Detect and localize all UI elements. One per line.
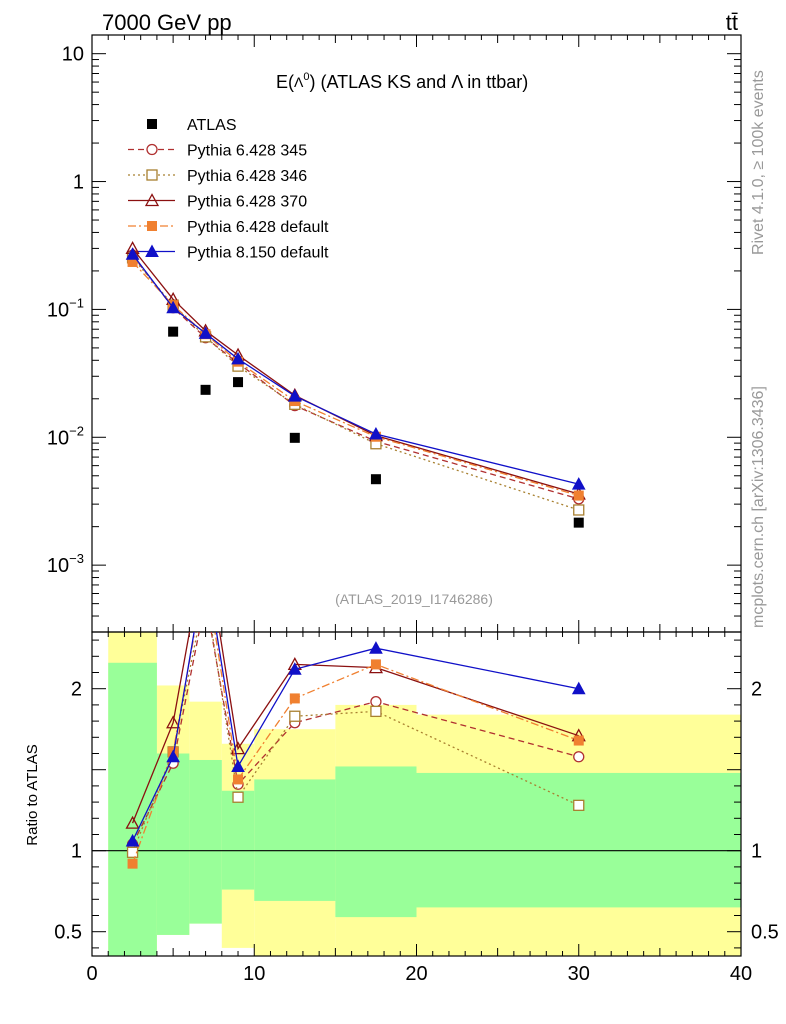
ratio-y-tick-label-right: 0.5 (751, 922, 779, 944)
legend-label: Pythia 6.428 370 (187, 194, 307, 211)
ratio-point-pythia-6-428-345 (201, 595, 211, 605)
ratio-point-pythia-8-150-default (369, 641, 383, 654)
band-green-6 (416, 772, 741, 908)
x-tick-label: 20 (405, 963, 427, 985)
x-tick-label: 10 (243, 963, 265, 985)
main-y-tick-label: 10−3 (47, 551, 84, 577)
ratio-point-pythia-6-428-370 (166, 715, 181, 729)
rivet-label: Rivet 4.1.0, ≥ 100k events (750, 70, 767, 255)
point-pythia-8-150-default (231, 351, 245, 365)
ratio-point-pythia-8-150-default (571, 681, 586, 695)
legend-label: Pythia 6.428 345 (187, 143, 307, 160)
legend-marker (144, 193, 160, 207)
series-line-pythia-6-428-default (132, 261, 579, 497)
ratio-y-tick-label-right: 1 (751, 841, 762, 863)
ratio-point-pythia-6-428-346 (289, 710, 301, 722)
point-pythia-8-150-default (369, 426, 383, 440)
point-pythia-8-150-default (166, 300, 180, 314)
ratio-y-tick-label: 0.5 (54, 922, 82, 944)
main-y-tick-label: 1 (73, 172, 84, 194)
ratio-point-pythia-6-428-default (289, 693, 300, 704)
ratio-point-pythia-6-428-default (370, 659, 381, 670)
ratio-uncertainty-bands (108, 632, 741, 956)
ratio-y-tick-label-right: 2 (751, 679, 762, 701)
point-atlas (289, 432, 300, 443)
x-tick-label: 0 (86, 963, 97, 985)
band-green-4 (254, 779, 336, 901)
point-pythia-8-150-default (125, 247, 140, 260)
process-label: tt̄ (726, 10, 738, 35)
point-pythia-6-428-default (573, 490, 584, 501)
ratio-point-pythia-8-150-default (166, 749, 180, 763)
point-atlas (573, 517, 584, 528)
x-tick-label: 30 (568, 963, 590, 985)
series-line-pythia-6-428-345 (132, 254, 579, 500)
ratio-point-pythia-6-428-345 (573, 751, 585, 763)
ratio-panel-series (125, 537, 586, 869)
chart-title: E(Λ0) (ATLAS KS and Λ in ttbar) (276, 71, 528, 92)
ratio-point-pythia-8-150-default (231, 759, 245, 772)
point-atlas (168, 326, 179, 337)
point-atlas (370, 474, 381, 485)
legend-marker (147, 119, 157, 129)
main-y-tick-label: 10−2 (47, 423, 84, 449)
legend-label: Pythia 6.428 346 (187, 168, 307, 185)
ratio-point-pythia-8-150-default (287, 662, 302, 675)
point-pythia-8-150-default (571, 477, 586, 490)
x-tick-label: 40 (730, 963, 752, 985)
ratio-point-pythia-6-428-default (201, 567, 211, 577)
ratio-point-pythia-8-150-default (200, 558, 212, 569)
ratio-point-pythia-6-428-346 (573, 799, 585, 811)
band-green-5 (335, 766, 417, 918)
legend: ATLAS Pythia 6.428 345 Pythia 6.428 346 Pyt… (128, 117, 329, 262)
ratio-point-pythia-6-428-346 (126, 846, 139, 858)
main-y-tick-label: 10 (62, 44, 84, 66)
ratio-point-pythia-6-428-default (573, 735, 584, 746)
ratio-point-pythia-6-428-default (233, 774, 244, 785)
ratio-point-pythia-6-428-default (127, 858, 138, 869)
series-line-pythia-6-428-370 (132, 248, 579, 495)
main-y-tick-label: 10−1 (47, 295, 84, 321)
legend-label: ATLAS (187, 117, 237, 134)
ratio-point-pythia-6-428-370 (125, 815, 140, 829)
band-green-3 (221, 790, 255, 890)
legend-marker (146, 169, 158, 181)
ratio-point-pythia-6-428-346 (201, 587, 211, 597)
point-atlas (233, 377, 244, 388)
point-pythia-6-428-346 (573, 504, 585, 516)
band-green-1 (156, 753, 190, 935)
ratio-point-pythia-6-428-346 (370, 705, 382, 718)
ratio-point-pythia-6-428-370 (200, 537, 212, 548)
source-label: mcplots.cern.ch [arXiv:1306.3436] (750, 386, 767, 628)
point-pythia-8-150-default (287, 389, 302, 402)
series-line-pythia-8-150-default (132, 253, 579, 485)
series-line-pythia-6-428-346 (132, 257, 579, 511)
point-pythia-8-150-default (198, 326, 213, 339)
band-green-2 (189, 759, 222, 924)
legend-label: Pythia 6.428 default (187, 219, 329, 236)
ratio-y-label: Ratio to ATLAS (24, 744, 41, 845)
analysis-label: (ATLAS_2019_I1746286) (335, 591, 493, 607)
energy-label: 7000 GeV pp (102, 10, 232, 35)
band-green-0 (108, 662, 157, 956)
legend-marker (145, 244, 159, 257)
legend-marker (147, 221, 157, 231)
ratio-y-tick-label: 1 (71, 841, 82, 863)
ratio-point-pythia-6-428-346 (232, 791, 244, 803)
axes: 0 10 20 30 40 10 1 10−1 10−2 10−3 2 2 1 1 0.5 0.5 (47, 34, 779, 985)
ratio-y-tick-label: 2 (71, 679, 82, 701)
legend-marker (146, 143, 158, 156)
point-pythia-6-428-default (127, 256, 138, 267)
ratio-point-pythia-6-428-345 (370, 696, 382, 708)
legend-label: Pythia 8.150 default (187, 245, 329, 262)
main-panel-series (125, 241, 586, 528)
ratio-point-pythia-8-150-default (125, 833, 140, 847)
point-atlas (200, 384, 211, 395)
